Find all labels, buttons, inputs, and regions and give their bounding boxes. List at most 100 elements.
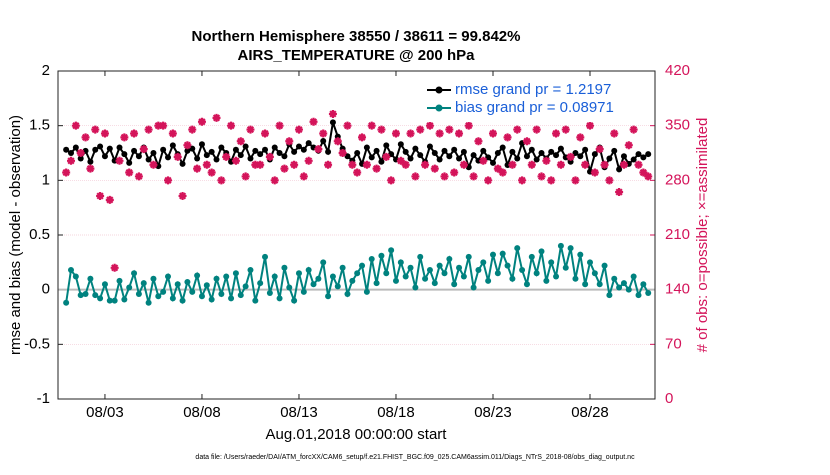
point-marker	[373, 147, 380, 154]
point-marker	[383, 142, 390, 149]
point-marker	[431, 280, 438, 287]
point-marker	[131, 147, 138, 154]
point-marker	[373, 280, 380, 287]
obs-marker	[217, 176, 226, 185]
point-marker	[587, 259, 594, 266]
point-marker	[489, 159, 496, 166]
point-marker	[451, 281, 458, 288]
obs-marker	[91, 125, 100, 134]
point-marker	[456, 155, 463, 162]
obs-marker	[639, 168, 648, 177]
point-marker	[305, 140, 312, 147]
point-marker	[67, 266, 74, 273]
point-marker	[533, 270, 540, 277]
point-marker	[388, 247, 395, 254]
point-marker	[344, 153, 351, 160]
obs-marker	[299, 172, 308, 181]
point-marker	[431, 150, 438, 156]
point-marker	[208, 296, 215, 303]
point-marker	[441, 270, 448, 277]
point-marker	[315, 275, 322, 282]
point-marker	[523, 153, 530, 160]
obs-marker	[144, 125, 153, 134]
point-marker	[441, 147, 448, 154]
point-marker	[194, 272, 201, 279]
point-marker	[392, 277, 399, 284]
point-marker	[499, 250, 506, 257]
point-marker	[378, 252, 385, 259]
point-marker	[179, 297, 186, 304]
footnote: data file: /Users/raeder/DAI/ATM_forcXX/…	[195, 454, 635, 461]
point-marker	[567, 245, 574, 252]
point-marker	[577, 251, 584, 258]
point-marker	[407, 155, 414, 162]
point-marker	[383, 270, 390, 277]
point-marker	[242, 143, 249, 150]
obs-marker	[391, 129, 400, 138]
obs-marker	[503, 133, 512, 142]
point-marker	[378, 158, 385, 165]
point-marker	[106, 145, 113, 152]
point-marker	[553, 152, 560, 159]
point-marker	[140, 280, 147, 287]
obs-marker	[81, 133, 90, 142]
obs-marker	[372, 164, 381, 173]
point-marker	[577, 153, 584, 160]
obs-marker	[387, 176, 396, 185]
obs-marker	[222, 152, 231, 161]
point-marker	[368, 154, 375, 161]
obs-marker	[304, 156, 313, 165]
point-marker	[446, 153, 453, 160]
point-marker	[460, 273, 467, 280]
point-marker	[300, 146, 307, 153]
obs-marker	[474, 137, 483, 146]
obs-marker	[382, 152, 391, 161]
y-tick-label: 1	[42, 171, 50, 188]
obs-marker	[256, 160, 265, 169]
point-marker	[611, 147, 618, 154]
y2-tick-label: 70	[665, 335, 682, 352]
obs-marker	[246, 125, 255, 134]
point-marker	[363, 288, 370, 295]
point-marker	[237, 292, 244, 299]
point-marker	[557, 145, 564, 152]
obs-marker	[314, 145, 323, 154]
point-marker	[257, 151, 264, 158]
point-marker	[538, 248, 545, 255]
point-marker	[645, 151, 652, 158]
obs-marker	[362, 160, 371, 169]
point-marker	[519, 266, 526, 273]
point-marker	[116, 144, 123, 151]
point-marker	[548, 148, 555, 155]
point-marker	[92, 146, 99, 153]
y-tick-label: 1.5	[29, 117, 50, 134]
obs-marker	[624, 141, 633, 150]
obs-marker	[251, 160, 260, 169]
obs-marker	[469, 172, 478, 181]
obs-marker	[324, 160, 333, 169]
obs-marker	[319, 129, 328, 138]
obs-marker	[343, 121, 352, 130]
point-marker	[611, 275, 618, 282]
point-marker	[87, 275, 94, 282]
point-marker	[625, 286, 632, 293]
point-marker	[475, 266, 482, 273]
point-marker	[630, 273, 637, 280]
point-marker	[281, 264, 288, 271]
obs-marker	[595, 145, 604, 154]
y-tick-label: 0.5	[29, 226, 50, 243]
obs-marker	[518, 176, 527, 185]
point-marker	[470, 284, 477, 291]
point-marker	[334, 283, 341, 290]
obs-marker	[149, 160, 158, 169]
point-marker	[475, 157, 482, 164]
point-marker	[155, 293, 162, 300]
point-marker	[252, 147, 259, 154]
point-marker	[252, 297, 259, 304]
obs-marker	[508, 160, 517, 169]
point-marker	[397, 141, 404, 148]
point-marker	[504, 262, 511, 269]
point-marker	[557, 242, 564, 249]
obs-marker	[644, 172, 653, 181]
